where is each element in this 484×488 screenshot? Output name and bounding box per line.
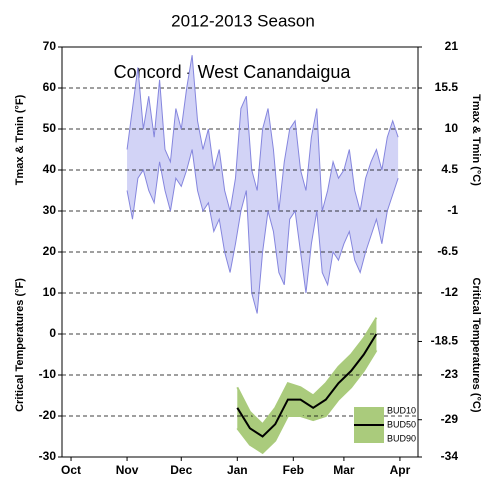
x-tick-label: Feb	[283, 463, 304, 477]
y-tick-label: 70	[43, 39, 57, 53]
y-tick-label: 50	[43, 121, 57, 135]
y2-tick-label: 21	[445, 39, 459, 53]
x-tick-label: Oct	[61, 463, 81, 477]
series-line	[126, 149, 399, 314]
y2-tick-label: -18.5	[431, 334, 459, 348]
x-tick-label: Nov	[116, 463, 139, 477]
chart-title: 2012-2013 Season	[171, 11, 315, 30]
range-fill	[237, 317, 377, 453]
y-tick-label: -10	[39, 367, 57, 381]
x-tick-label: Dec	[170, 463, 192, 477]
annotation: Concord - West Canandaigua	[114, 62, 352, 82]
y-tick-label: 60	[43, 80, 57, 94]
series-line	[236, 317, 378, 426]
y2-tick-label: -34	[441, 449, 459, 463]
y-axis-label: Critical Temperatures (°F)	[14, 278, 26, 412]
x-tick-label: Jan	[227, 463, 248, 477]
plot-frame	[61, 46, 419, 458]
legend-label: BUD50	[387, 419, 416, 429]
y-tick-label: 0	[49, 326, 56, 340]
y2-tick-label: 10	[445, 121, 459, 135]
y2-tick-label: -29	[441, 412, 459, 426]
y2-tick-label: -1	[447, 203, 458, 217]
y-axis-label: Tmax & Tmin (°F)	[14, 94, 26, 185]
y-tick-label: 40	[43, 162, 57, 176]
y2-tick-label: -12	[441, 285, 459, 299]
y2-tick-label: 15.5	[435, 80, 459, 94]
x-tick-label: Apr	[390, 463, 411, 477]
y-tick-label: 20	[43, 244, 57, 258]
legend-label: BUD90	[387, 433, 416, 443]
series-line	[236, 333, 378, 438]
series-line	[236, 349, 378, 455]
y-tick-label: 10	[43, 285, 57, 299]
y2-tick-label: 4.5	[441, 162, 458, 176]
range-fill	[127, 55, 399, 314]
y-tick-label: 30	[43, 203, 57, 217]
x-tick-label: Mar	[333, 463, 355, 477]
y2-tick-label: -6.5	[437, 244, 458, 258]
y2-axis-label: Tmax & Tmin (°C)	[470, 94, 482, 186]
legend-label: BUD10	[387, 405, 416, 415]
y2-axis-label: Critical Temperatures (°C)	[470, 277, 482, 412]
y-tick-label: -20	[39, 408, 57, 422]
y2-tick-label: -23	[441, 367, 459, 381]
y-tick-label: -30	[39, 449, 57, 463]
series-line	[126, 55, 399, 212]
